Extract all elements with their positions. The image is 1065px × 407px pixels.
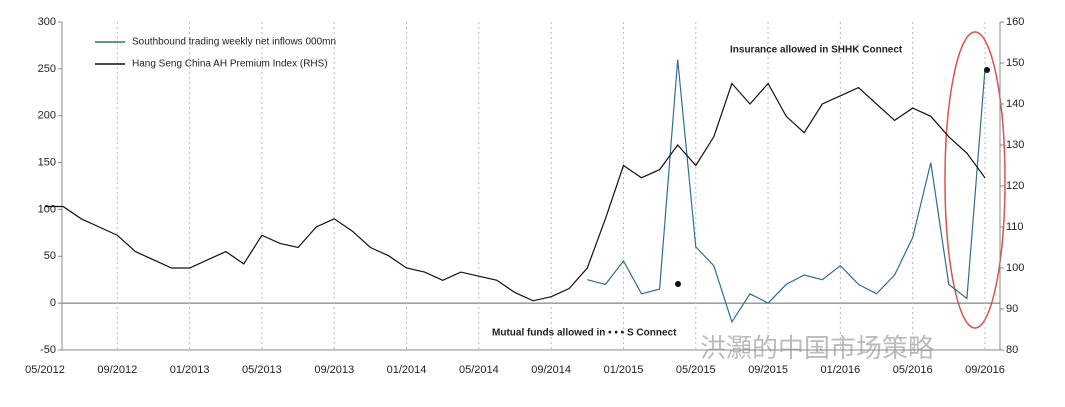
y2-tick-label: 150 <box>1006 57 1024 69</box>
x-tick-label: 05/2015 <box>676 364 716 376</box>
y-tick-label: -50 <box>40 344 56 356</box>
series-line <box>45 82 986 302</box>
x-tick-label: 09/2015 <box>748 364 788 376</box>
y2-tick-label: 140 <box>1006 98 1024 110</box>
y-tick-label: 0 <box>50 297 56 309</box>
y-tick-label: 200 <box>38 110 56 122</box>
annotation: Insurance allowed in SHHK Connect <box>730 45 903 56</box>
x-tick-label: 09/2016 <box>965 364 1005 376</box>
x-tick-label: 05/2014 <box>459 364 499 376</box>
x-tick-label: 05/2013 <box>242 364 282 376</box>
y2-tick-label: 100 <box>1006 262 1024 274</box>
series-line <box>587 59 986 324</box>
y2-tick-label: 160 <box>1006 16 1024 28</box>
annotation-dot <box>675 281 681 287</box>
x-tick-label: 05/2012 <box>25 364 65 376</box>
y-tick-label: 100 <box>38 203 56 215</box>
y2-tick-label: 90 <box>1006 303 1018 315</box>
x-tick-label: 09/2012 <box>97 364 137 376</box>
annotation-dot <box>984 67 990 73</box>
x-tick-label: 05/2016 <box>893 364 933 376</box>
y-tick-label: 150 <box>38 156 56 168</box>
y-tick-label: 50 <box>44 250 56 262</box>
y2-tick-label: 110 <box>1006 221 1024 233</box>
y2-tick-label: 120 <box>1006 180 1024 192</box>
legend-label: Hang Seng China AH Premium Index (RHS) <box>132 59 328 70</box>
x-tick-label: 01/2013 <box>170 364 210 376</box>
x-tick-label: 01/2015 <box>604 364 644 376</box>
watermark: 洪灝的中国市场策略 <box>700 333 934 363</box>
x-tick-label: 01/2014 <box>387 364 427 376</box>
y2-tick-label: 80 <box>1006 344 1018 356</box>
y-tick-label: 250 <box>38 63 56 75</box>
x-tick-label: 01/2016 <box>821 364 861 376</box>
y-tick-label: 300 <box>38 16 56 28</box>
y2-tick-label: 130 <box>1006 139 1024 151</box>
x-tick-label: 09/2013 <box>314 364 354 376</box>
highlight-ellipse <box>944 31 1006 329</box>
legend-label: Southbound trading weekly net inflows 00… <box>132 37 336 48</box>
annotation: Mutual funds allowed in • • • S Connect <box>492 328 677 339</box>
x-tick-label: 09/2014 <box>531 364 571 376</box>
